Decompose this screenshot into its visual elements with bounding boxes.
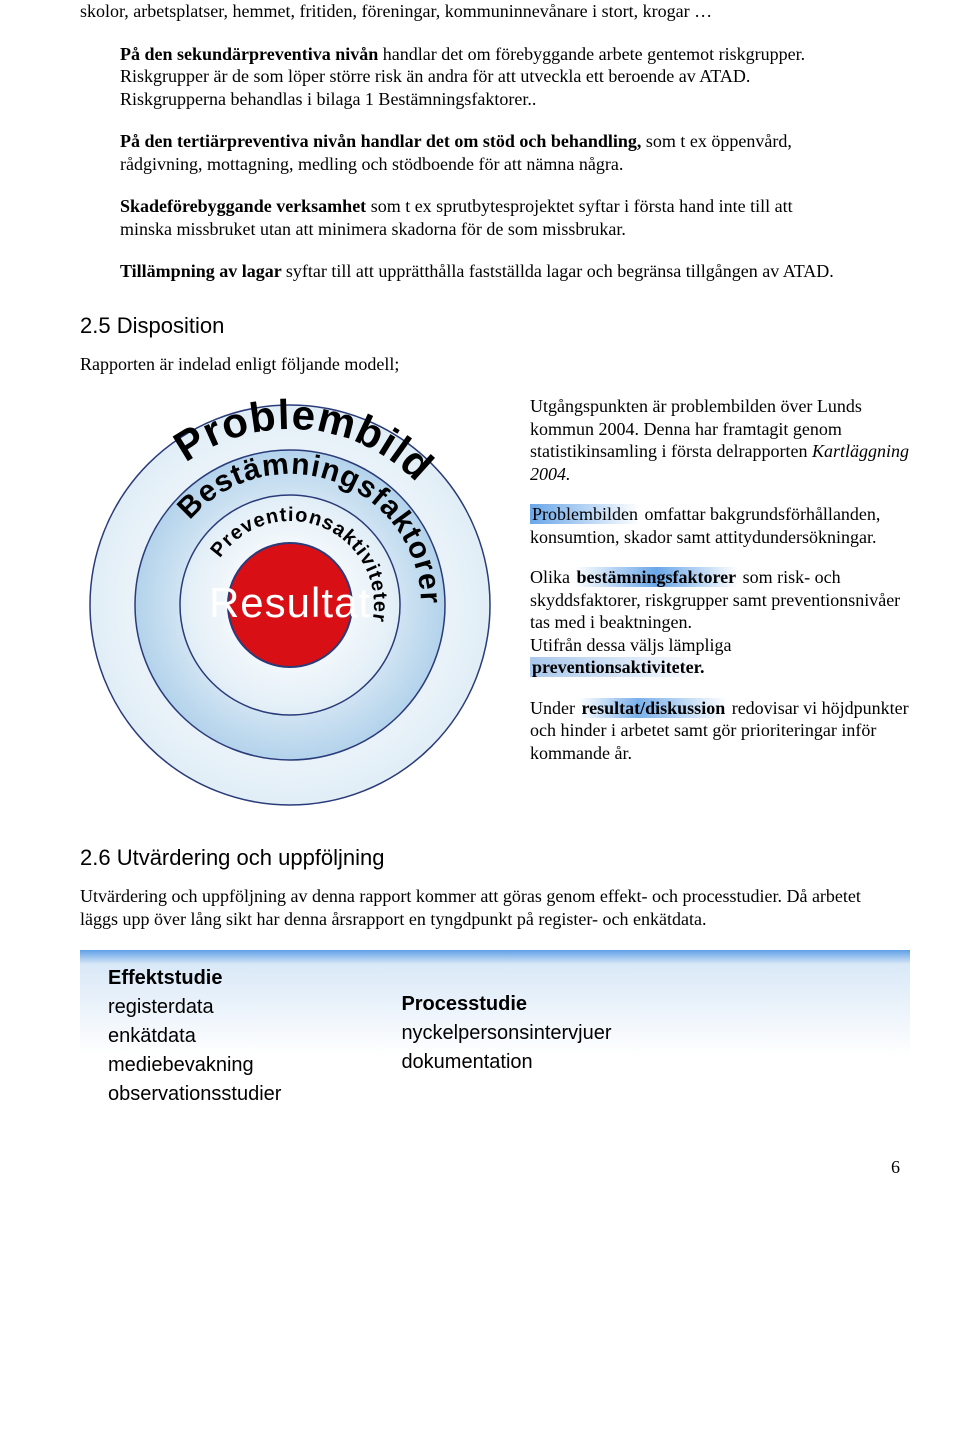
concentric-diagram: ProblembildBestämningsfaktorerPrevention… xyxy=(80,395,500,815)
intro-paragraph: skolor, arbetsplatser, hemmet, fritiden,… xyxy=(80,0,840,23)
effect-study-header: Effektstudie xyxy=(108,964,281,993)
process-study-header: Processtudie xyxy=(401,990,611,1019)
harm-prevention-para: Skadeförebyggande verksamhet som t ex sp… xyxy=(120,195,840,240)
desc3d: Utifrån dessa väljs lämpliga xyxy=(530,635,731,655)
effect-study-column: Effektstudie registerdata enkätdata medi… xyxy=(108,964,281,1109)
evaluation-heading: 2.6 Utvärdering och uppföljning xyxy=(80,845,910,871)
concentric-diagram-svg: ProblembildBestämningsfaktorerPrevention… xyxy=(80,395,500,815)
effect-study-item-2: enkätdata xyxy=(108,1022,281,1051)
law-application-para: Tillämpning av lagar syftar till att upp… xyxy=(120,260,840,283)
process-study-item-2: dokumentation xyxy=(401,1048,611,1077)
effect-study-item-3: mediebevakning xyxy=(108,1051,281,1080)
disposition-heading: 2.5 Disposition xyxy=(80,313,910,339)
law-application-label: Tillämpning av lagar xyxy=(120,261,286,281)
law-application-text: syftar till att upprätthålla fastställda… xyxy=(286,261,834,281)
problembilden-highlight: Problembilden xyxy=(530,504,640,524)
preventionsaktiviteter-highlight: preventionsaktiviteter. xyxy=(530,657,707,677)
process-study-column: Processtudie nyckelpersonsintervjuer dok… xyxy=(401,964,611,1109)
model-intro-para: Rapporten är indelad enligt följande mod… xyxy=(80,353,840,376)
effect-study-item-4: observationsstudier xyxy=(108,1080,281,1109)
secondary-prevention-label: På den sekundärpreventiva nivån xyxy=(120,44,378,64)
evaluation-para: Utvärdering och uppföljning av denna rap… xyxy=(80,885,900,930)
resultat-diskussion-highlight: resultat/diskussion xyxy=(579,698,727,718)
tertiary-prevention-para: På den tertiärpreventiva nivån handlar d… xyxy=(120,130,840,175)
effect-study-item-1: registerdata xyxy=(108,993,281,1022)
tertiary-prevention-label: På den tertiärpreventiva nivån handlar d… xyxy=(120,131,641,151)
svg-text:Resultat: Resultat xyxy=(209,579,371,626)
bestamningsfaktorer-highlight: bestämningsfaktorer xyxy=(575,567,739,587)
study-types-box: Effektstudie registerdata enkätdata medi… xyxy=(80,950,910,1127)
page-number: 6 xyxy=(80,1157,910,1178)
secondary-prevention-para: På den sekundärpreventiva nivån handlar … xyxy=(120,43,840,111)
process-study-item-1: nyckelpersonsintervjuer xyxy=(401,1019,611,1048)
diagram-description-column: Utgångspunkten är problembilden över Lun… xyxy=(530,395,910,782)
desc4a: Under xyxy=(530,698,579,718)
harm-prevention-label: Skadeförebyggande verksamhet xyxy=(120,196,371,216)
desc3a: Olika xyxy=(530,567,575,587)
